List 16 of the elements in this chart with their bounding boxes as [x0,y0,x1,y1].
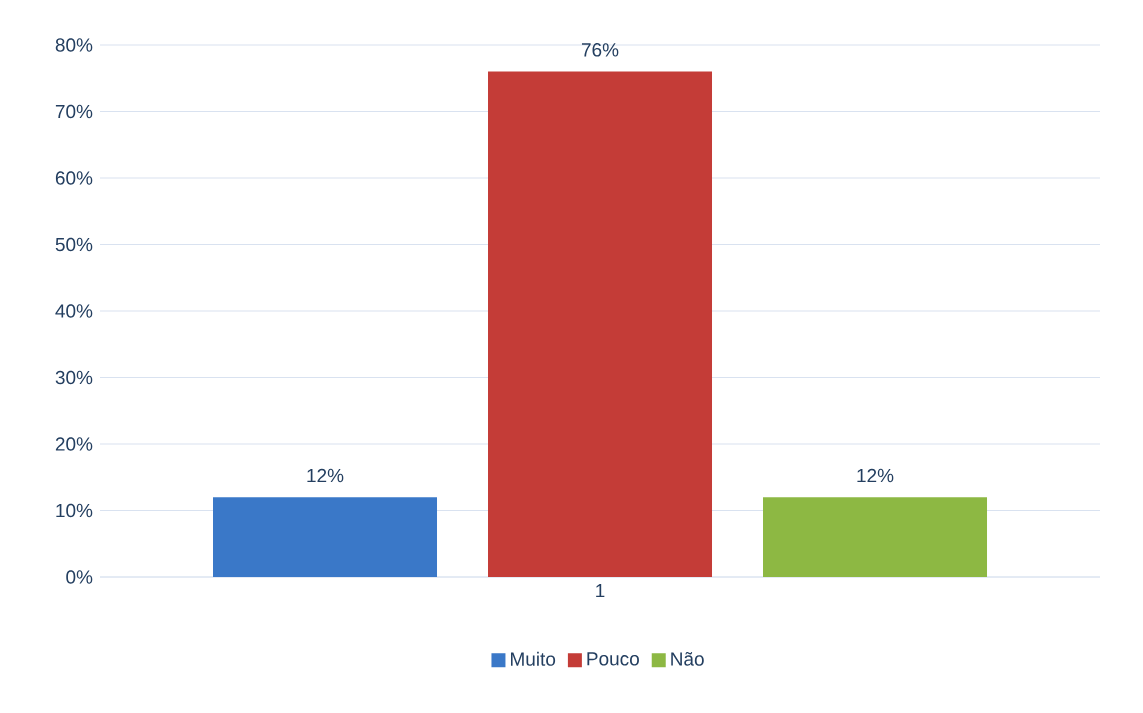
data-label: 76% [581,43,619,57]
y-tick-label: 20% [55,437,93,451]
y-tick-label: 70% [55,104,93,119]
y-tick-label: 80% [55,38,93,52]
x-tick-label: 1 [596,584,605,598]
y-tick-label: 0% [66,570,93,584]
y-tick-label: 60% [55,171,93,185]
y-tick-label: 10% [56,503,93,518]
y-tick-label: 50% [55,237,93,252]
y-tick-label: 40% [55,304,93,318]
legend-label: Pouco [587,652,639,666]
data-label: 12% [307,468,344,483]
legend-label: Não [671,651,704,666]
data-label: 12% [857,468,894,483]
y-tick-label: 30% [55,370,93,385]
legend-label: Muito [511,651,556,666]
